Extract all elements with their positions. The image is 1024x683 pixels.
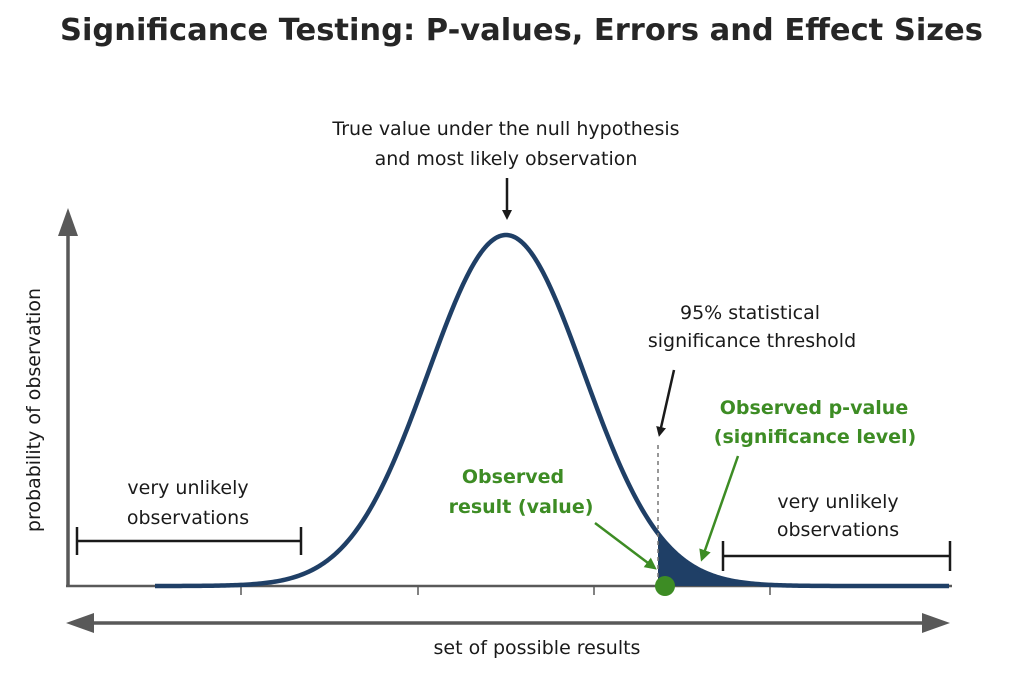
null-hypothesis-label-line-2: and most likely observation [375, 148, 638, 170]
p-value-label-line-1: Observed p-value [720, 397, 908, 419]
p-value-tail-area [658, 533, 950, 586]
unlikely-right-label-line-2: observations [777, 519, 899, 541]
threshold-arrow [656, 369, 676, 437]
observed-result-label-line-1: Observed [462, 466, 564, 488]
p-value-arrow [699, 455, 740, 562]
null-hypothesis-label-line-1: True value under the null hypothesis [331, 118, 679, 140]
null-distribution-curve [154, 232, 950, 589]
threshold-label-line-1: 95% statistical [680, 302, 820, 324]
observed-result-arrow [594, 522, 657, 570]
observed-result-point [655, 576, 675, 596]
diagram-title: Significance Testing: P-values, Errors a… [60, 13, 983, 48]
unlikely-left-label-line-2: observations [127, 507, 249, 529]
unlikely-left-label-line-1: very unlikely [127, 477, 248, 499]
results-arrow-left-head-icon [66, 613, 94, 633]
unlikely-right-label-line-1: very unlikely [777, 491, 898, 513]
y-axis-label: probability of observation [23, 288, 45, 532]
p-value-label-line-2: (significance level) [714, 426, 916, 448]
observed-result-label-line-2: result (value) [449, 496, 594, 518]
results-arrow-right-head-icon [922, 613, 950, 633]
x-axis-label: set of possible results [434, 637, 641, 659]
threshold-label-line-2: significance threshold [648, 330, 856, 352]
y-axis-arrowhead-icon [58, 208, 78, 236]
